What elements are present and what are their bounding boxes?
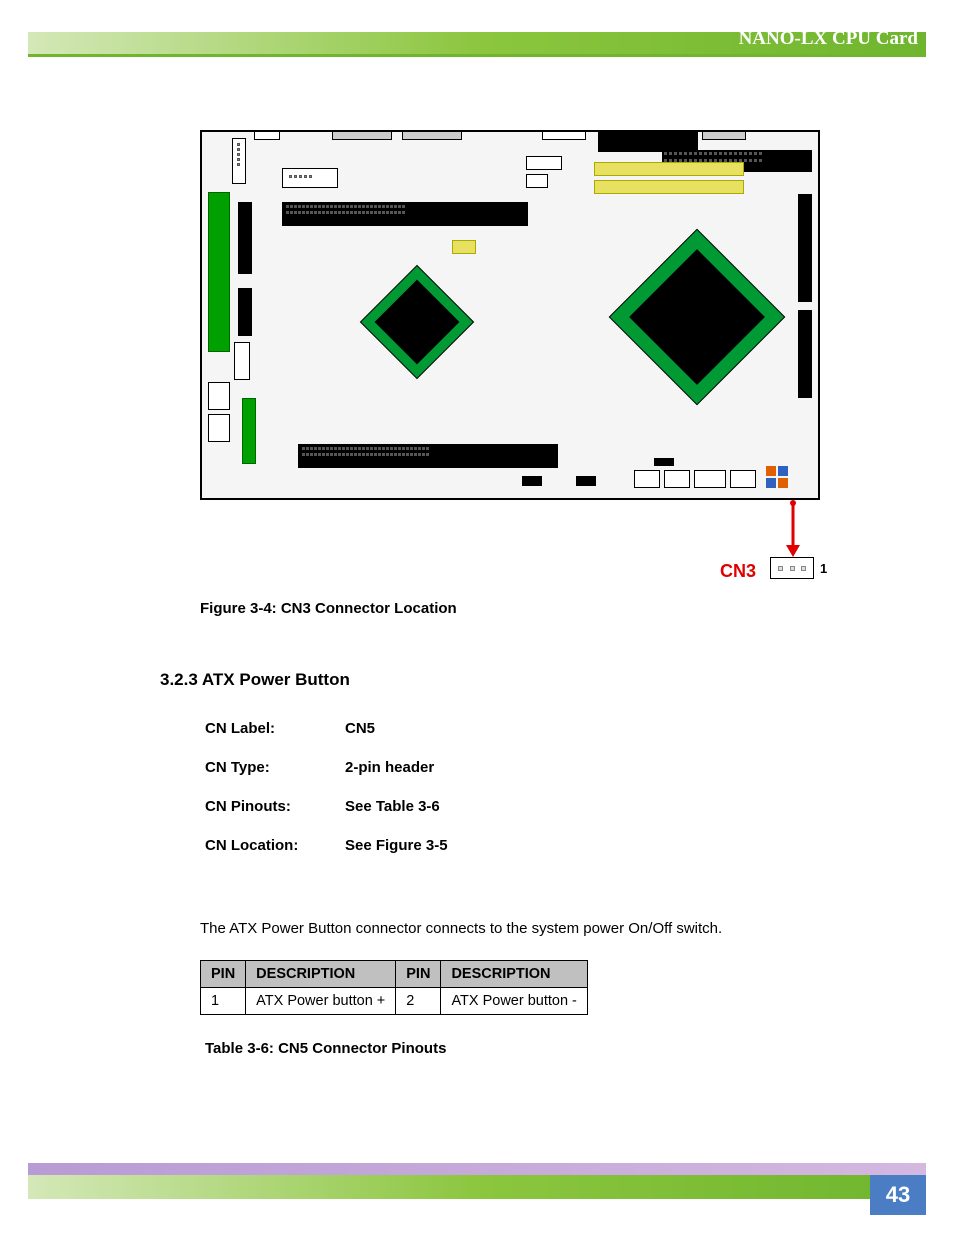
connector-white — [526, 174, 548, 188]
callout-label: CN3 — [720, 561, 756, 582]
spec-value: See Figure 3-5 — [345, 837, 448, 854]
port-top — [402, 130, 462, 140]
table-cell: ATX Power button - — [441, 988, 587, 1015]
connector-white — [694, 470, 726, 488]
port-top — [332, 130, 392, 140]
connector-yellow — [594, 162, 744, 176]
pcb-board — [200, 130, 820, 500]
connector-black — [798, 194, 812, 302]
connector-black — [522, 476, 542, 486]
table-caption: Table 3-6: CN5 Connector Pinouts — [205, 1040, 446, 1057]
connector-white — [234, 342, 250, 380]
table-cell: 1 — [201, 988, 246, 1015]
connector-white — [282, 168, 338, 188]
connector-white — [634, 470, 660, 488]
connector-black — [238, 288, 252, 336]
table-cell: ATX Power button + — [246, 988, 396, 1015]
pinout-table: PIN DESCRIPTION PIN DESCRIPTION 1 ATX Po… — [200, 960, 588, 1015]
chip-large — [602, 222, 792, 412]
connector-white — [526, 156, 562, 170]
table-header: PIN — [201, 961, 246, 988]
connector-white — [664, 470, 690, 488]
header-rule — [28, 54, 926, 57]
page-number: 43 — [870, 1175, 926, 1215]
table-header: DESCRIPTION — [441, 961, 587, 988]
spec-value: CN5 — [345, 720, 375, 737]
connector-black — [618, 138, 640, 148]
table-header: PIN — [396, 961, 441, 988]
connector-black — [798, 310, 812, 398]
table-header-row: PIN DESCRIPTION PIN DESCRIPTION — [201, 961, 588, 988]
connector-black — [576, 476, 596, 486]
connector-white — [232, 138, 246, 184]
port-top — [702, 130, 746, 140]
connector-white — [208, 382, 230, 410]
callout-connector — [770, 557, 814, 579]
callout-pin1: 1 — [820, 561, 827, 576]
section-title: ATX Power Button — [202, 670, 350, 689]
table-cell: 2 — [396, 988, 441, 1015]
port-top — [542, 130, 586, 140]
connector-yellow — [594, 180, 744, 194]
spec-value: 2-pin header — [345, 759, 434, 776]
section-number: 3.2.3 — [160, 670, 198, 689]
connector-white — [730, 470, 756, 488]
connector-black — [238, 202, 252, 274]
connector-green — [208, 192, 230, 352]
port-top — [254, 130, 280, 140]
connector-black — [598, 130, 698, 152]
ram-slot — [298, 444, 558, 468]
connector-yellow — [452, 240, 476, 254]
connector-black — [654, 458, 674, 466]
table-row: 1 ATX Power button + 2 ATX Power button … — [201, 988, 588, 1015]
connector-green — [242, 398, 256, 464]
spec-value: See Table 3-6 — [345, 798, 440, 815]
chip-small — [357, 262, 477, 382]
pcb-figure: CN3 1 — [200, 130, 820, 530]
page-content: CN3 1 Figure 3-4: CN3 Connector Location… — [100, 100, 854, 1095]
section-heading: 3.2.3 ATX Power Button — [160, 670, 350, 690]
callout: CN3 1 — [720, 525, 920, 595]
logo-icon — [766, 466, 788, 488]
footer-bar-purple — [28, 1163, 926, 1175]
spec-list: CN Label:CN5 CN Type:2-pin header CN Pin… — [205, 720, 448, 876]
figure-caption: Figure 3-4: CN3 Connector Location — [200, 600, 457, 617]
spec-label: CN Pinouts: — [205, 798, 345, 815]
header-title: NANO-LX CPU Card — [739, 28, 918, 50]
spec-label: CN Type: — [205, 759, 345, 776]
spec-label: CN Location: — [205, 837, 345, 854]
connector-white — [208, 414, 230, 442]
footer-bar-green — [28, 1175, 926, 1199]
ram-slot — [282, 202, 528, 226]
table-header: DESCRIPTION — [246, 961, 396, 988]
spec-label: CN Label: — [205, 720, 345, 737]
body-text: The ATX Power Button connector connects … — [200, 920, 722, 937]
